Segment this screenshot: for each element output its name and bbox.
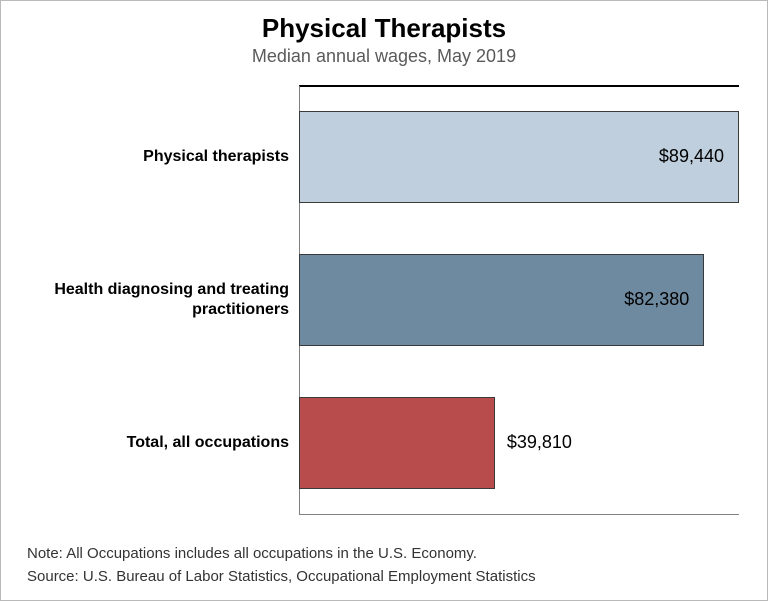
bar-label: Health diagnosing and treating practitio… bbox=[29, 228, 289, 371]
bar-label: Total, all occupations bbox=[29, 371, 289, 514]
bar: $39,810 bbox=[299, 397, 495, 489]
bar-value: $39,810 bbox=[507, 432, 572, 453]
bar-row: Total, all occupations $39,810 bbox=[29, 371, 739, 514]
bar-row: Physical therapists $89,440 bbox=[29, 85, 739, 228]
bar-label-text: Total, all occupations bbox=[127, 433, 289, 453]
bar-wrap: $39,810 bbox=[299, 371, 739, 514]
note-text: Note: All Occupations includes all occup… bbox=[27, 543, 741, 566]
bar: $82,380 bbox=[299, 254, 704, 346]
bar-wrap: $89,440 bbox=[299, 85, 739, 228]
chart-area: Physical therapists $89,440 Health diagn… bbox=[29, 85, 739, 515]
chart-subtitle: Median annual wages, May 2019 bbox=[19, 46, 749, 67]
bar-label-text: Health diagnosing and treating practitio… bbox=[29, 280, 289, 320]
bar: $89,440 bbox=[299, 111, 739, 203]
bar-label-text: Physical therapists bbox=[143, 147, 289, 167]
bar-value: $89,440 bbox=[659, 146, 724, 167]
footnotes: Note: All Occupations includes all occup… bbox=[27, 543, 741, 588]
source-text: Source: U.S. Bureau of Labor Statistics,… bbox=[27, 566, 741, 589]
bar-value: $82,380 bbox=[624, 289, 689, 310]
bar-label: Physical therapists bbox=[29, 85, 289, 228]
bar-row: Health diagnosing and treating practitio… bbox=[29, 228, 739, 371]
bar-wrap: $82,380 bbox=[299, 228, 739, 371]
chart-card: Physical Therapists Median annual wages,… bbox=[0, 0, 768, 601]
chart-title: Physical Therapists bbox=[19, 13, 749, 44]
